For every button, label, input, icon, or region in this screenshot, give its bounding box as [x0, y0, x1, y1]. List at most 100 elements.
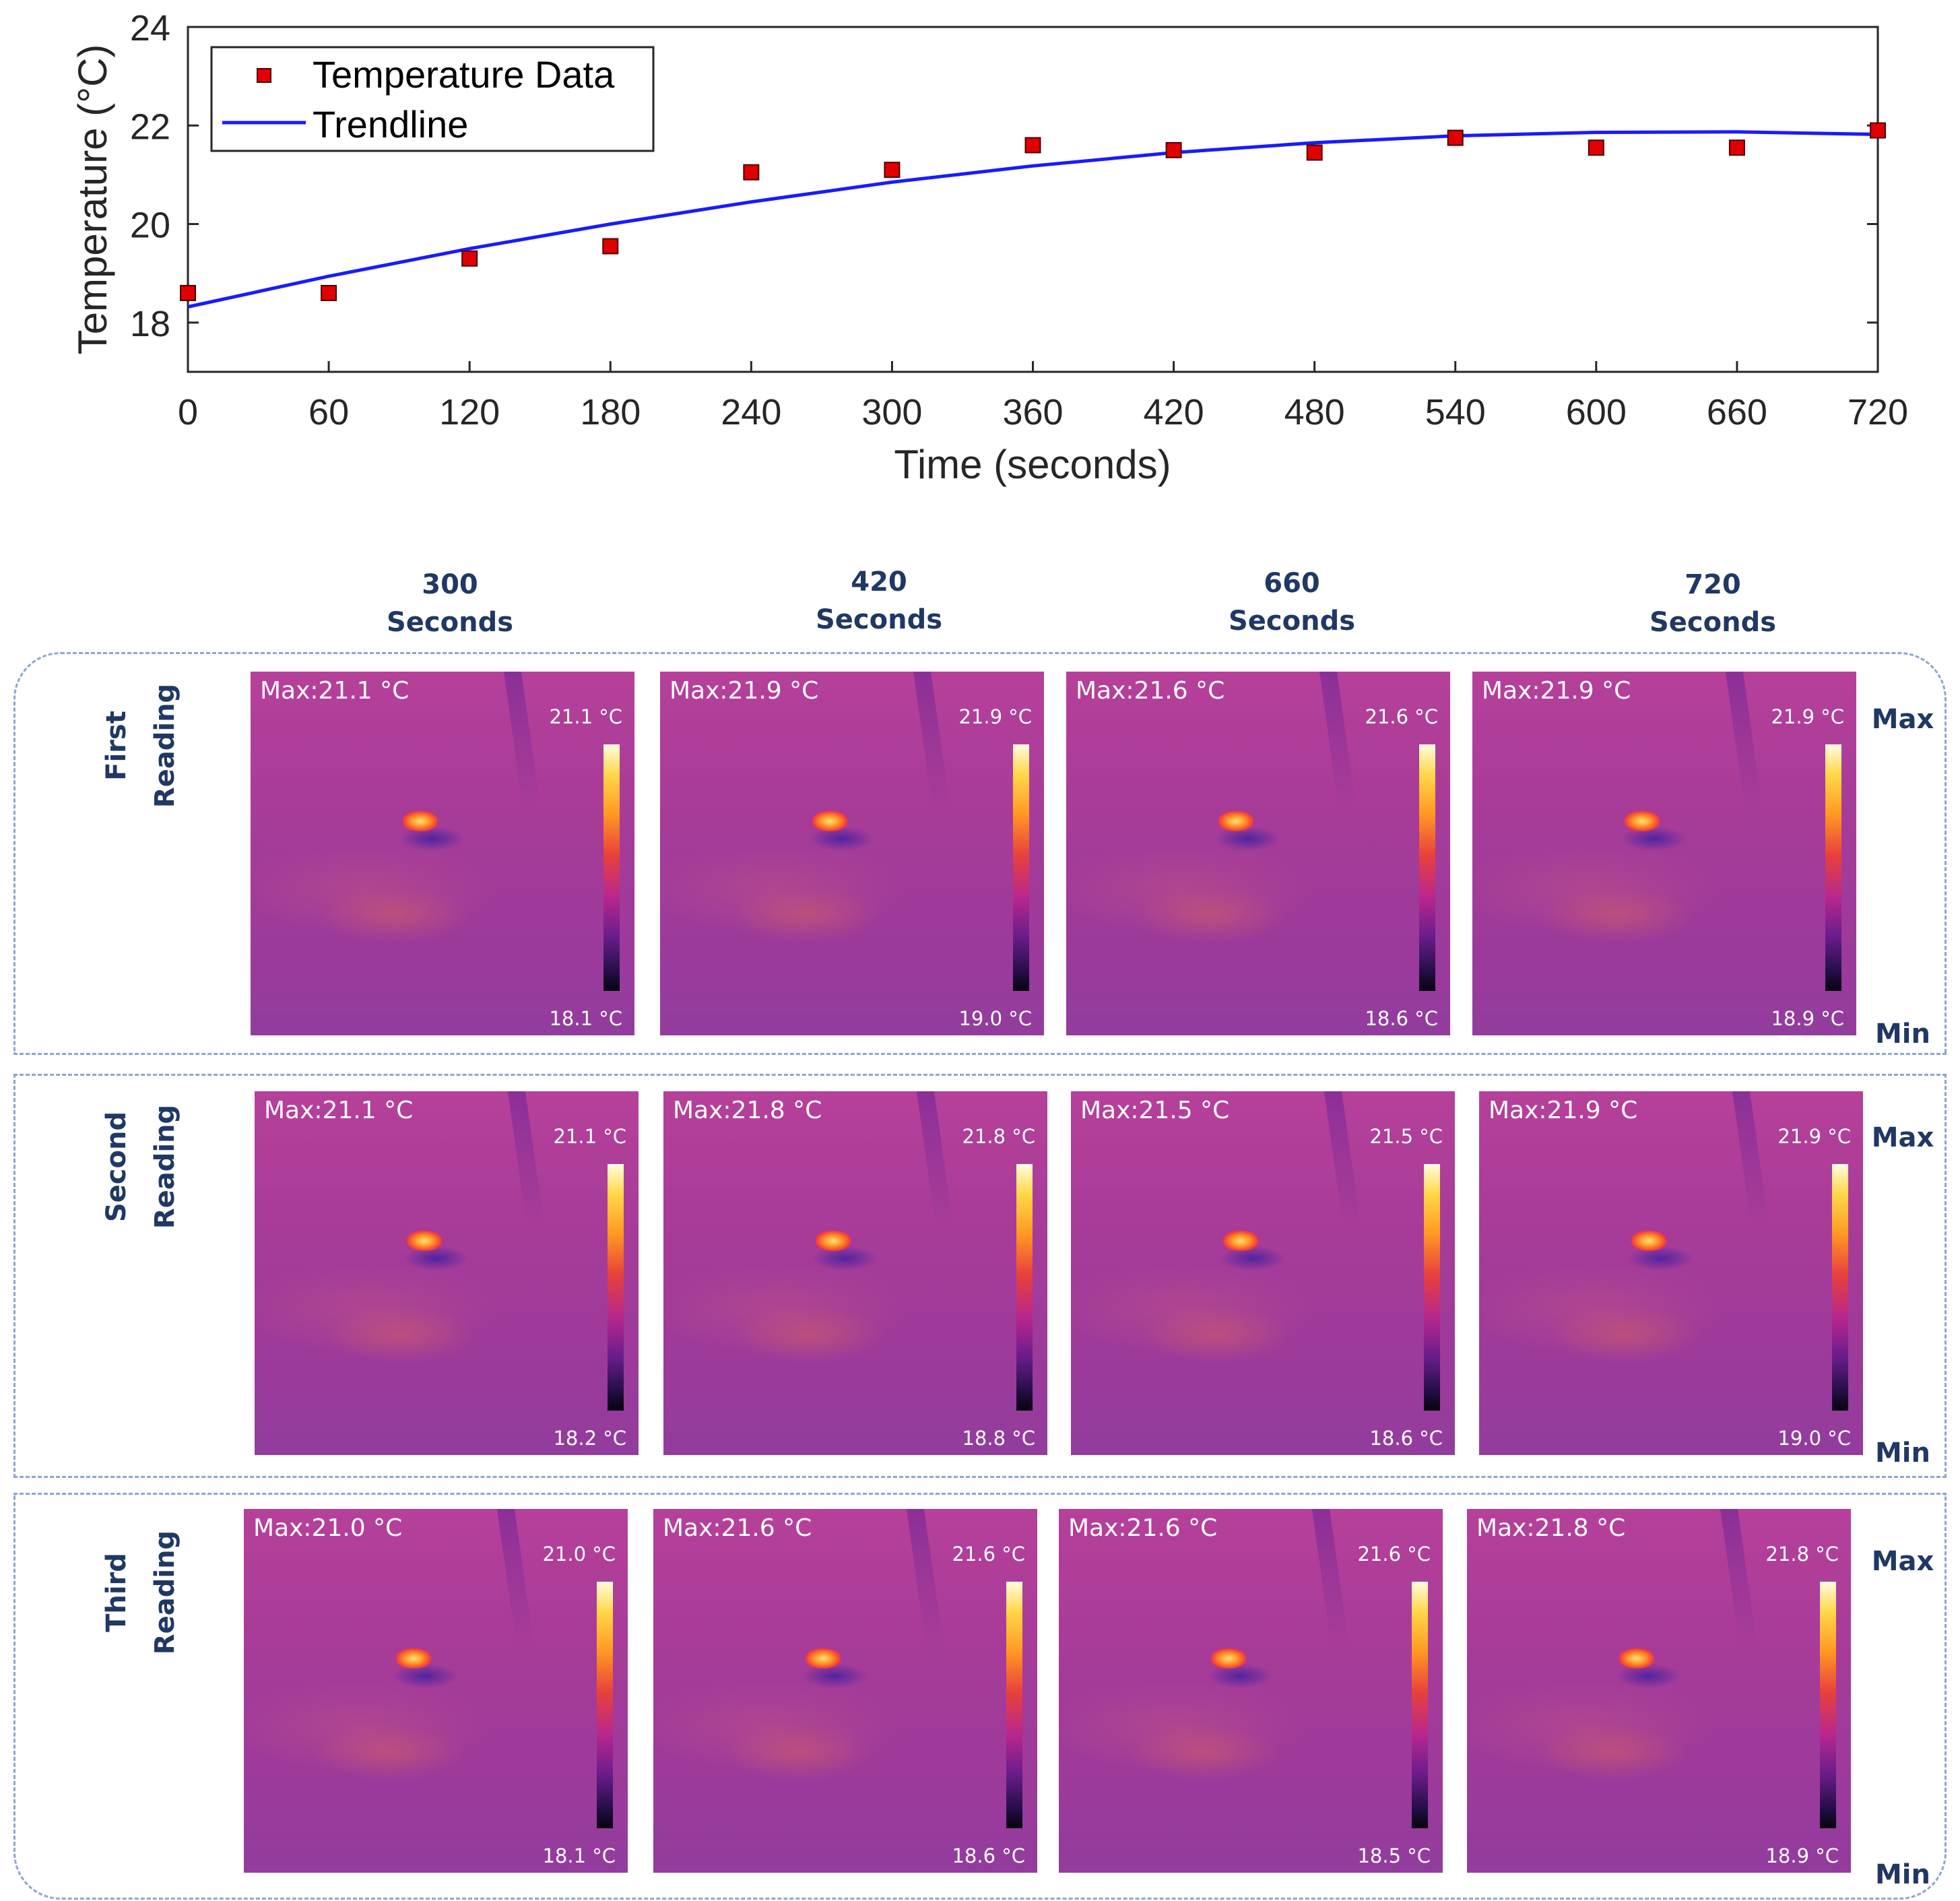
- heat-shadow: [810, 827, 874, 851]
- row-label-line-2: Reading: [150, 683, 181, 808]
- background-streak: [1720, 1509, 1757, 1644]
- thermal-image: Max:21.6 °C 21.6 °C 18.6 °C: [1066, 672, 1450, 1035]
- row-label: Third Reading: [92, 1451, 189, 1734]
- background-streak: [507, 1091, 545, 1226]
- thermal-image: Max:21.1 °C 21.1 °C 18.1 °C: [251, 672, 634, 1035]
- data-point: [1588, 139, 1604, 156]
- x-tick-label: 180: [580, 392, 641, 432]
- data-point: [743, 164, 760, 181]
- background-streak: [1311, 1509, 1349, 1644]
- reading-row-frame: [13, 652, 1947, 1055]
- column-header-unit: Seconds: [1228, 606, 1356, 637]
- reading-row-frame: [13, 1074, 1947, 1478]
- scale-high-label: 21.8 °C: [962, 1125, 1035, 1148]
- background-streak: [1732, 1091, 1769, 1226]
- scale-low-label: 18.6 °C: [952, 1844, 1025, 1867]
- color-scale-bar: [1825, 744, 1841, 991]
- scale-max-label: Max: [1871, 1546, 1934, 1577]
- data-point: [884, 162, 901, 179]
- thermal-image: Max:21.9 °C 21.9 °C 19.0 °C: [660, 672, 1044, 1035]
- x-tick-label: 660: [1707, 392, 1767, 432]
- color-scale-bar: [1820, 1582, 1836, 1828]
- data-point: [1870, 122, 1886, 139]
- max-temperature-label: Max:21.5 °C: [1080, 1097, 1230, 1124]
- column-header-720: 720 Seconds: [1571, 566, 1854, 641]
- background-streak: [916, 1091, 954, 1226]
- hot-spot: [1625, 811, 1660, 831]
- heat-shadow: [1208, 1664, 1272, 1688]
- column-header-number: 660: [1264, 568, 1320, 599]
- row-label-line-1: Second: [101, 1111, 132, 1223]
- heat-shadow: [1629, 1246, 1693, 1270]
- x-tick-label: 360: [1002, 392, 1063, 432]
- data-point: [1024, 137, 1041, 154]
- scale-high-label: 21.0 °C: [542, 1543, 616, 1566]
- thermal-image: Max:21.8 °C 21.8 °C 18.9 °C: [1467, 1509, 1851, 1873]
- scale-low-label: 18.5 °C: [1357, 1844, 1431, 1867]
- hot-spot: [1223, 1231, 1258, 1251]
- x-tick-label: 300: [861, 392, 922, 432]
- row-label-line-2: Reading: [150, 1530, 181, 1655]
- max-temperature-label: Max:21.9 °C: [1482, 677, 1631, 705]
- column-header-number: 300: [422, 569, 478, 600]
- max-temperature-label: Max:21.9 °C: [669, 677, 819, 705]
- max-temperature-label: Max:21.1 °C: [264, 1097, 414, 1124]
- column-header-420: 420 Seconds: [738, 563, 1020, 639]
- max-temperature-label: Max:21.0 °C: [253, 1514, 403, 1542]
- heat-shadow: [1220, 1246, 1284, 1270]
- background-streak: [913, 672, 950, 806]
- max-temperature-label: Max:21.9 °C: [1489, 1097, 1638, 1124]
- hot-spot: [1631, 1231, 1666, 1251]
- hot-spot: [806, 1648, 841, 1669]
- x-tick-label: 420: [1144, 392, 1204, 432]
- thermal-image: Max:21.6 °C 21.6 °C 18.6 °C: [653, 1509, 1037, 1873]
- background-streak: [906, 1509, 944, 1644]
- scale-high-label: 21.5 °C: [1369, 1125, 1443, 1148]
- data-point: [180, 284, 196, 301]
- scale-low-label: 18.9 °C: [1765, 1844, 1839, 1867]
- scale-low-label: 18.6 °C: [1365, 1007, 1438, 1030]
- scale-low-label: 18.1 °C: [549, 1007, 622, 1030]
- hot-spot: [403, 811, 438, 831]
- thermal-image: Max:21.1 °C 21.1 °C 18.2 °C: [255, 1091, 639, 1455]
- scale-high-label: 21.6 °C: [1365, 705, 1438, 728]
- color-scale-bar: [1006, 1582, 1022, 1828]
- row-label: First Reading: [92, 604, 189, 887]
- max-temperature-label: Max:21.6 °C: [1076, 677, 1225, 705]
- color-scale-bar: [608, 1164, 624, 1411]
- temperature-chart: 18 20 22 24 0 60 120 180 240 300 360 420 480 540 600 6…: [70, 8, 1908, 487]
- max-temperature-label: Max:21.1 °C: [260, 677, 410, 705]
- heat-shadow: [1622, 827, 1686, 851]
- color-scale-bar: [1412, 1582, 1428, 1828]
- scale-low-label: 18.2 °C: [553, 1427, 626, 1450]
- y-tick-label: 20: [130, 205, 170, 246]
- data-point: [1306, 144, 1323, 161]
- thermal-image: Max:21.5 °C 21.5 °C 18.6 °C: [1071, 1091, 1455, 1455]
- hot-spot: [1218, 811, 1253, 831]
- scale-high-label: 21.1 °C: [549, 705, 622, 728]
- thermal-image: Max:21.6 °C 21.6 °C 18.5 °C: [1059, 1509, 1443, 1873]
- row-label: Second Reading: [92, 1025, 189, 1308]
- scale-high-label: 21.9 °C: [1771, 705, 1844, 728]
- y-axis-label: Temperature (°C): [70, 44, 115, 355]
- thermal-image: Max:21.0 °C 21.0 °C 18.1 °C: [244, 1509, 628, 1873]
- max-temperature-label: Max:21.6 °C: [663, 1514, 812, 1542]
- x-tick-label: 720: [1848, 392, 1908, 432]
- background-streak: [496, 1509, 534, 1644]
- temperature-data-series: [180, 122, 1886, 301]
- y-tick-label: 24: [130, 8, 170, 49]
- heat-shadow: [813, 1246, 877, 1270]
- hot-spot: [816, 1231, 851, 1251]
- x-tick-label: 120: [439, 392, 500, 432]
- scale-low-label: 18.8 °C: [962, 1427, 1035, 1450]
- x-tick-label: 480: [1284, 392, 1345, 432]
- hot-spot: [407, 1231, 442, 1251]
- x-tick-label: 600: [1566, 392, 1627, 432]
- trendline-series: [187, 130, 1879, 309]
- thermal-image-grid: 300 Seconds 420 Seconds 660 Seconds 720 …: [0, 539, 1960, 1901]
- x-tick-label: 240: [721, 392, 781, 432]
- hot-spot: [812, 811, 847, 831]
- column-header-unit: Seconds: [815, 604, 943, 635]
- hot-spot: [1211, 1648, 1246, 1669]
- hot-spot: [396, 1648, 431, 1669]
